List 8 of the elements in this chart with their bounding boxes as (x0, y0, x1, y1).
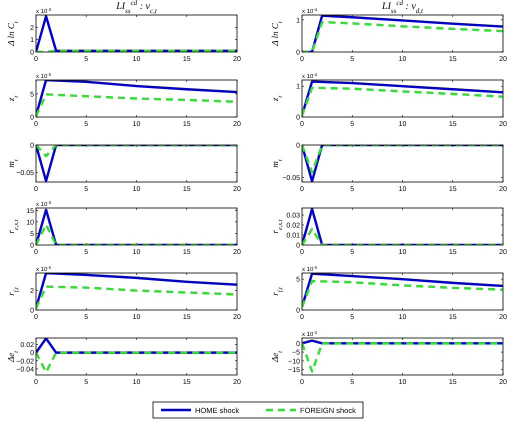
chart-title: LI$_{ss}$$^{cd}$ : ν$_{c,t}$ (115, 0, 158, 15)
line-series (36, 273, 237, 310)
line-series (302, 280, 503, 308)
line-series (302, 86, 503, 117)
chart-title: LI$_{ss}$$^{cd}$ : ν$_{d,t}$ (381, 0, 424, 15)
line-series (302, 273, 503, 308)
line-series (36, 80, 237, 117)
line-series (302, 80, 503, 117)
